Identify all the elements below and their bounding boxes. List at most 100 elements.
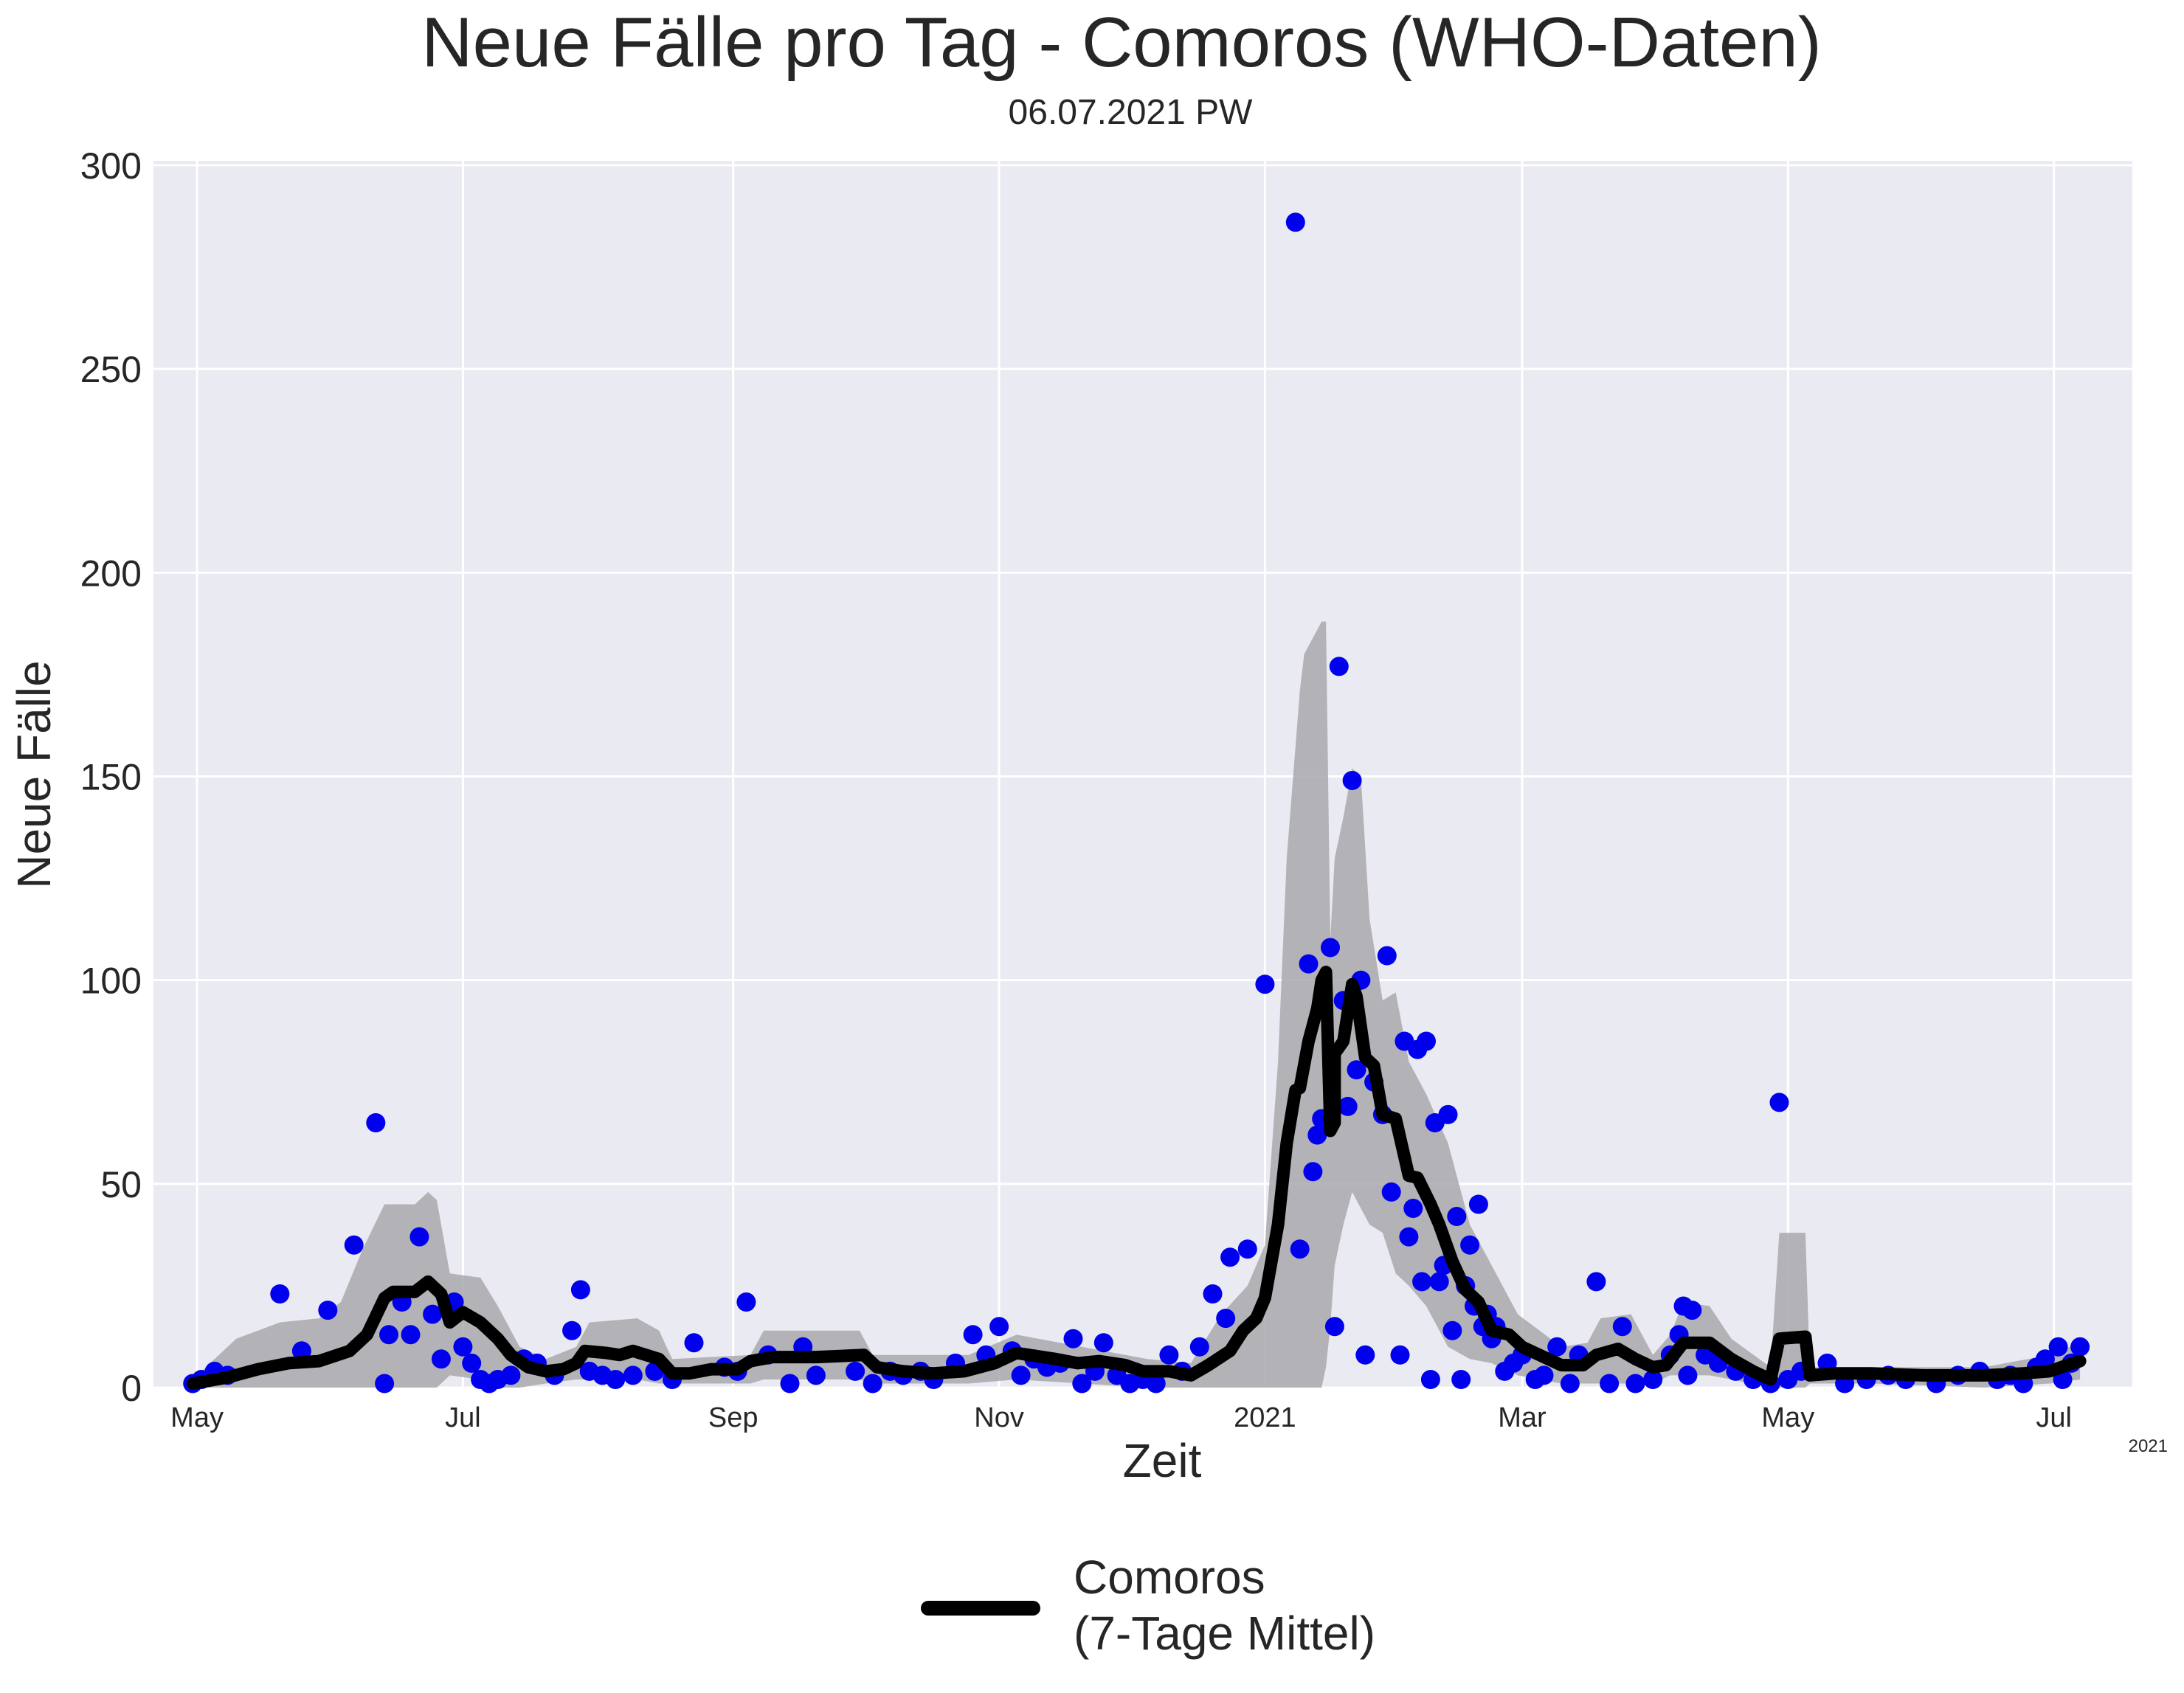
daily-case-point [318, 1301, 338, 1320]
daily-case-point [846, 1361, 865, 1381]
daily-case-point [1412, 1272, 1432, 1292]
daily-case-point [2048, 1337, 2068, 1357]
daily-case-point [1643, 1370, 1663, 1389]
daily-case-point [1390, 1345, 1410, 1365]
x-tick-label: Mar [1498, 1402, 1547, 1433]
daily-case-point [431, 1349, 451, 1369]
daily-case-point [1586, 1272, 1606, 1292]
daily-case-point [562, 1320, 582, 1340]
daily-case-point [1329, 657, 1349, 676]
daily-case-point [1403, 1199, 1423, 1218]
daily-case-point [1560, 1374, 1580, 1393]
daily-case-point [2070, 1337, 2090, 1357]
daily-case-point [780, 1374, 800, 1393]
daily-case-point [1534, 1365, 1554, 1385]
daily-case-point [1399, 1227, 1419, 1247]
x-tick-label: May [1761, 1402, 1814, 1433]
daily-case-point [401, 1325, 421, 1345]
daily-case-point [1682, 1301, 1702, 1320]
daily-case-point [1460, 1235, 1480, 1255]
x-tick-label: Nov [974, 1402, 1024, 1433]
daily-case-point [1381, 1182, 1401, 1202]
daily-case-point [2035, 1349, 2055, 1369]
daily-case-point [270, 1284, 290, 1303]
daily-case-point [1203, 1284, 1223, 1303]
daily-case-point [453, 1337, 473, 1357]
x-tick-label: Jul [2036, 1402, 2072, 1433]
x-tick-label: Sep [708, 1402, 758, 1433]
daily-case-point [1625, 1374, 1645, 1393]
y-tick-label: 200 [80, 553, 142, 594]
y-tick-label: 100 [80, 960, 142, 1002]
daily-case-point [1342, 771, 1362, 790]
daily-case-point [1299, 954, 1319, 974]
legend-label-line-2: (7-Tage Mittel) [1074, 1607, 1375, 1660]
daily-case-point [1255, 974, 1275, 994]
daily-case-point [736, 1292, 756, 1312]
average-line-layer [186, 966, 2087, 1390]
daily-case-point [1377, 946, 1397, 966]
x-offset-label: 2021 [2129, 1436, 2168, 1456]
chart-subtitle: 06.07.2021 PW [1009, 93, 1254, 132]
daily-case-point [1547, 1337, 1567, 1357]
daily-case-point [366, 1113, 386, 1132]
daily-case-point [684, 1333, 704, 1353]
daily-case-point [462, 1353, 482, 1373]
daily-case-point [344, 1235, 364, 1255]
plot-area [153, 161, 2132, 1388]
daily-case-point [1438, 1104, 1458, 1124]
daily-case-point [1072, 1374, 1092, 1393]
daily-case-point [375, 1374, 395, 1393]
daily-case-point [623, 1365, 643, 1385]
daily-case-point [863, 1374, 882, 1393]
daily-case-point [989, 1317, 1009, 1337]
legend-label-line-1: Comoros [1074, 1551, 1265, 1604]
x-tick-label: May [170, 1402, 224, 1433]
grid-lines [153, 161, 2132, 1389]
x-tick-labels: May Jul Sep Nov 2021 Mar May Jul [170, 1402, 2072, 1433]
daily-case-point [379, 1325, 398, 1345]
daily-case-point [410, 1227, 429, 1247]
y-axis-label: Neue Fälle [7, 660, 61, 889]
daily-case-point [1159, 1345, 1179, 1365]
daily-case-point [1220, 1247, 1240, 1267]
daily-case-point [1451, 1370, 1471, 1389]
daily-case-point [1285, 212, 1305, 232]
daily-case-point [1216, 1309, 1236, 1329]
daily-case-point [570, 1280, 590, 1300]
daily-case-point [1442, 1320, 1462, 1340]
daily-case-point [1612, 1317, 1632, 1337]
daily-case-point [1420, 1370, 1440, 1389]
daily-case-point [1600, 1374, 1620, 1393]
x-tick-label: Jul [445, 1402, 481, 1433]
daily-case-point [1290, 1239, 1310, 1259]
daily-case-point [1338, 1096, 1358, 1116]
daily-case-point [1347, 1060, 1366, 1080]
daily-case-point [1321, 938, 1340, 958]
daily-case-point [1355, 1345, 1375, 1365]
daily-case-point [1146, 1374, 1166, 1393]
y-tick-label: 250 [80, 349, 142, 390]
x-tick-label: 2021 [1234, 1402, 1296, 1433]
daily-case-point [806, 1365, 826, 1385]
daily-case-point [1468, 1194, 1488, 1214]
daily-case-point [1429, 1272, 1449, 1292]
daily-case-point [963, 1325, 983, 1345]
daily-case-point [1237, 1239, 1257, 1259]
x-axis-label: Zeit [1123, 1434, 1202, 1487]
daily-case-point [423, 1304, 443, 1324]
daily-case-point [1189, 1337, 1209, 1357]
daily-case-point [1307, 1125, 1327, 1145]
daily-case-point [1093, 1333, 1113, 1353]
daily-case-point [1769, 1093, 1789, 1112]
daily-case-point [1303, 1162, 1323, 1182]
daily-case-point [501, 1365, 521, 1385]
average-line-comoros [186, 966, 2087, 1390]
chart-title: Neue Fälle pro Tag - Comoros (WHO-Daten) [421, 3, 1822, 82]
daily-case-point [1063, 1329, 1083, 1348]
y-tick-labels: 0 50 100 150 200 250 300 [80, 145, 142, 1409]
daily-case-point [606, 1370, 626, 1389]
daily-case-point [1447, 1207, 1467, 1226]
daily-case-point [1678, 1365, 1698, 1385]
y-tick-label: 150 [80, 757, 142, 798]
